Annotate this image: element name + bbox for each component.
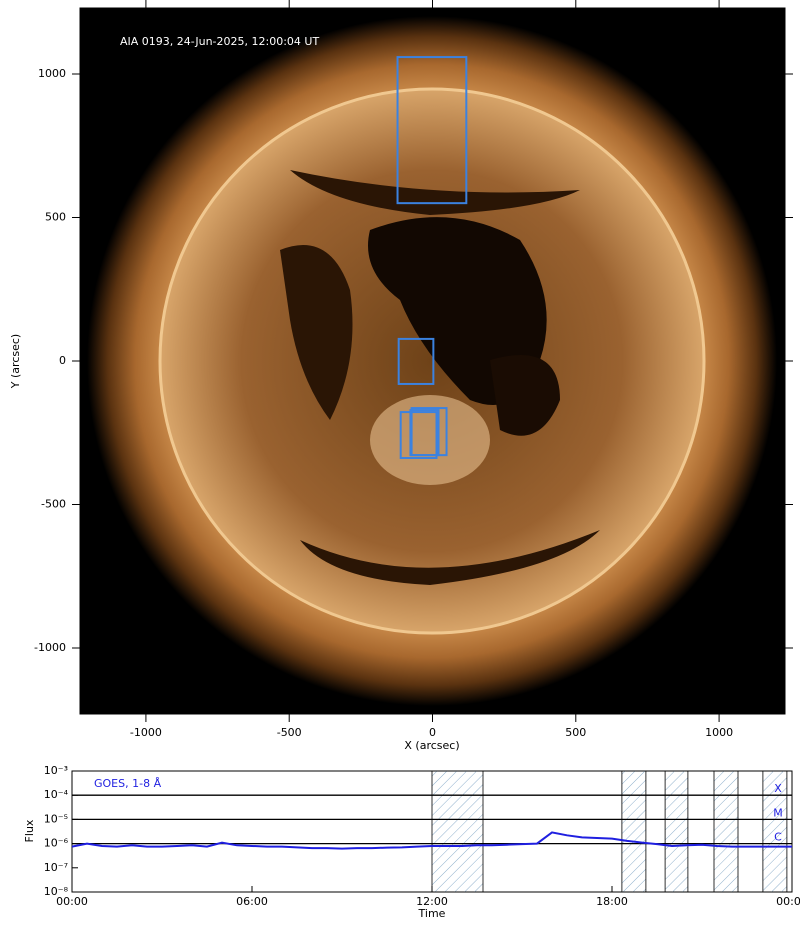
y-tick-label: -500 (41, 497, 66, 510)
x-tick-label: 0 (429, 726, 436, 739)
y-axis-label: Y (arcsec) (9, 334, 22, 389)
shaded-interval (762, 770, 788, 893)
shaded-interval (621, 770, 647, 893)
y-tick-label: 1000 (38, 67, 66, 80)
x-tick-label: 00:00 (56, 895, 88, 908)
y-tick-label: 0 (59, 354, 66, 367)
y-tick-label: 10⁻⁸ (44, 885, 69, 898)
x-tick-label: 06:00 (236, 895, 268, 908)
shaded-interval (664, 770, 689, 893)
flare-level-label: X (774, 782, 782, 795)
shaded-interval (431, 770, 484, 893)
series-label: GOES, 1-8 Å (94, 777, 162, 790)
shaded-interval (713, 770, 739, 893)
x-tick-label: 1000 (705, 726, 733, 739)
y-tick-label: 10⁻⁴ (44, 788, 69, 801)
region-box (409, 409, 440, 457)
x-tick-label: -1000 (130, 726, 162, 739)
y-axis-label: Flux (23, 819, 36, 842)
y-tick-label: -1000 (34, 641, 66, 654)
y-tick-label: 500 (45, 211, 66, 224)
x-tick-label: 18:00 (596, 895, 628, 908)
flux-line (71, 831, 792, 850)
region-box (397, 337, 435, 385)
x-tick-label: 12:00 (416, 895, 448, 908)
flare-level-label: M (773, 806, 783, 819)
region-box (399, 411, 438, 460)
x-tick-label: -500 (277, 726, 302, 739)
sun-image (87, 16, 777, 706)
y-tick-label: 10⁻³ (44, 764, 68, 777)
y-tick-label: 10⁻⁷ (44, 861, 68, 874)
x-tick-label: 00:00 (776, 895, 800, 908)
x-axis-label: Time (418, 907, 446, 920)
flare-level-label: C (774, 831, 782, 844)
x-axis-label: X (arcsec) (404, 739, 459, 752)
y-tick-label: 10⁻⁵ (44, 812, 68, 825)
y-tick-label: 10⁻⁶ (44, 837, 69, 850)
image-title: AIA 0193, 24-Jun-2025, 12:00:04 UT (120, 35, 319, 48)
region-box (396, 56, 468, 205)
x-tick-label: 500 (565, 726, 586, 739)
